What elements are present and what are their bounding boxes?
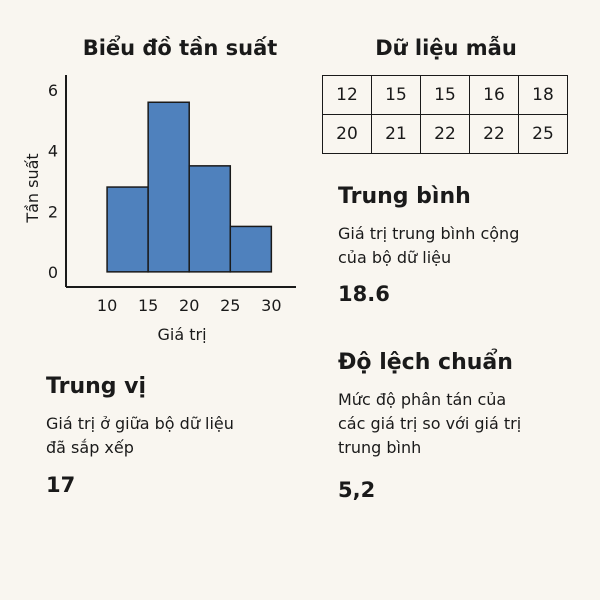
chart-title: Biểu đồ tần suất	[82, 36, 278, 60]
y-tick-labels: 0 2 4 6	[48, 81, 58, 282]
median-description: Giá trị ở giữa bộ dữ liệu đã sắp xếp	[46, 412, 234, 460]
y-axis-label: Tần suất	[23, 153, 42, 223]
stdev-title: Độ lệch chuẩn	[338, 350, 513, 375]
table-cell: 16	[469, 75, 519, 115]
median-value: 17	[46, 473, 76, 497]
table-cell: 20	[322, 114, 372, 154]
sample-data-table: 12 15 15 16 18 20 21 22 22 25	[322, 75, 568, 154]
table-title: Dữ liệu mẫu	[375, 36, 517, 60]
y-tick-label: 0	[48, 263, 58, 282]
stdev-description-line: các giá trị so với giá trị	[338, 414, 522, 433]
x-tick-label: 10	[97, 296, 117, 315]
histogram-chart: 10 15 20 25 30 0 2 4 6 Giá trị Tần suất	[23, 75, 296, 344]
table-cell: 12	[322, 75, 372, 115]
table-row: 20 21 22 22 25	[322, 114, 568, 154]
chart-bars	[106, 101, 273, 273]
median-description-line: Giá trị ở giữa bộ dữ liệu	[46, 414, 234, 433]
x-tick-labels: 10 15 20 25 30	[97, 296, 282, 315]
x-axis-label: Giá trị	[157, 325, 206, 344]
x-tick-label: 30	[261, 296, 281, 315]
mean-description-line: Giá trị trung bình cộng	[338, 224, 520, 243]
mean-title: Trung bình	[338, 184, 471, 209]
histogram-bar	[106, 186, 149, 273]
stdev-description-line: Mức độ phân tán của	[338, 390, 507, 409]
median-description-line: đã sắp xếp	[46, 438, 134, 457]
median-title: Trung vị	[46, 374, 147, 399]
x-tick-label: 15	[138, 296, 158, 315]
table-cell: 21	[371, 114, 421, 154]
chart-axes	[65, 75, 296, 288]
x-tick-label: 25	[220, 296, 240, 315]
y-tick-label: 6	[48, 81, 58, 100]
stdev-description: Mức độ phân tán của các giá trị so với g…	[338, 388, 521, 460]
histogram-bar	[147, 101, 190, 273]
mean-description-line: của bộ dữ liệu	[338, 248, 452, 267]
mean-value: 18.6	[338, 282, 390, 306]
table-cell: 22	[420, 114, 470, 154]
x-tick-label: 20	[179, 296, 199, 315]
table-cell: 25	[518, 114, 568, 154]
y-tick-label: 2	[48, 202, 58, 221]
table-cell: 15	[371, 75, 421, 115]
histogram-bar	[188, 165, 232, 273]
y-tick-label: 4	[48, 142, 58, 161]
stdev-value: 5,2	[338, 478, 376, 502]
histogram-bar	[229, 225, 273, 273]
table-cell: 15	[420, 75, 470, 115]
stdev-description-line: trung bình	[338, 438, 422, 457]
table-cell: 22	[469, 114, 519, 154]
mean-description: Giá trị trung bình cộng của bộ dữ liệu	[338, 222, 519, 270]
table-row: 12 15 15 16 18	[322, 75, 568, 115]
table-cell: 18	[518, 75, 568, 115]
